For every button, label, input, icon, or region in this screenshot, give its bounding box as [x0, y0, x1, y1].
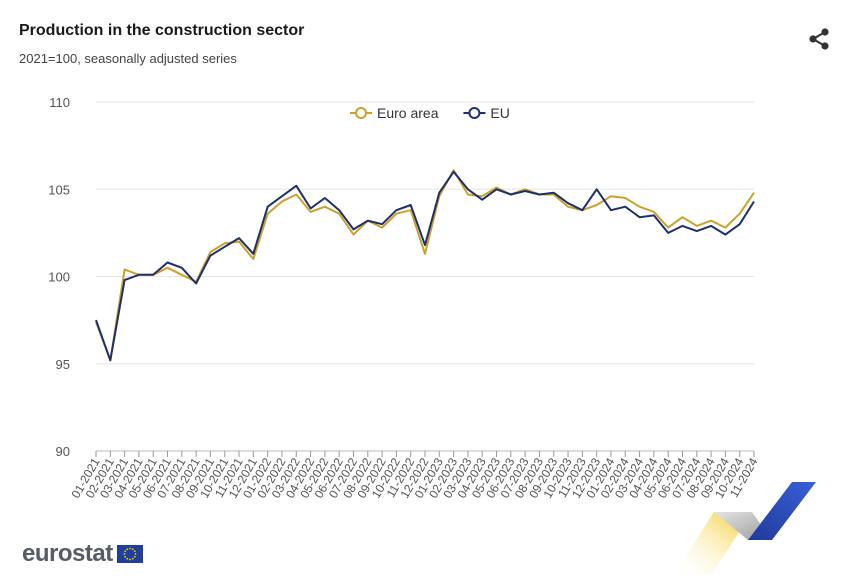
flag-star [131, 557, 134, 560]
series-lines [95, 169, 755, 362]
eu-flag-icon [116, 545, 143, 563]
flag-star [124, 555, 126, 558]
share-icon [809, 28, 829, 50]
flag-star [133, 555, 136, 558]
legend: Euro area EU [350, 105, 510, 121]
y-tick-label: 105 [48, 182, 70, 197]
x-axis: 01-202102-202103-202104-202105-202106-20… [68, 451, 761, 501]
flag-star [126, 548, 128, 551]
share-button[interactable] [806, 26, 832, 52]
y-tick-label: 90 [56, 444, 70, 459]
flag-star [133, 550, 136, 553]
series-line-euro-area[interactable] [95, 169, 755, 362]
decorative-ribbon [674, 482, 816, 574]
series-line-eu[interactable] [95, 170, 755, 362]
y-axis-ticks: 90 95 100 105 110 [48, 95, 70, 459]
y-tick-label: 100 [48, 270, 70, 285]
chart-subtitle: 2021=100, seasonally adjusted series [19, 51, 237, 66]
flag-star [131, 548, 134, 551]
flag-star [123, 553, 126, 555]
logo-text: eurostat [22, 540, 113, 567]
legend-item-euro-area[interactable]: Euro area [377, 105, 439, 121]
flag-star [128, 558, 131, 561]
legend-item-eu[interactable]: EU [490, 105, 509, 121]
flag-star [124, 550, 126, 553]
flag-star [128, 547, 131, 550]
legend-marker [355, 107, 367, 119]
grid-lines [96, 101, 754, 452]
chart-title: Production in the construction sector [19, 22, 305, 39]
flag-star [126, 557, 128, 560]
flag-star [134, 553, 137, 555]
legend-marker [468, 107, 481, 119]
y-tick-label: 110 [49, 95, 70, 110]
eurostat-logo: eurostat [22, 540, 143, 568]
y-tick-label: 95 [56, 357, 70, 372]
